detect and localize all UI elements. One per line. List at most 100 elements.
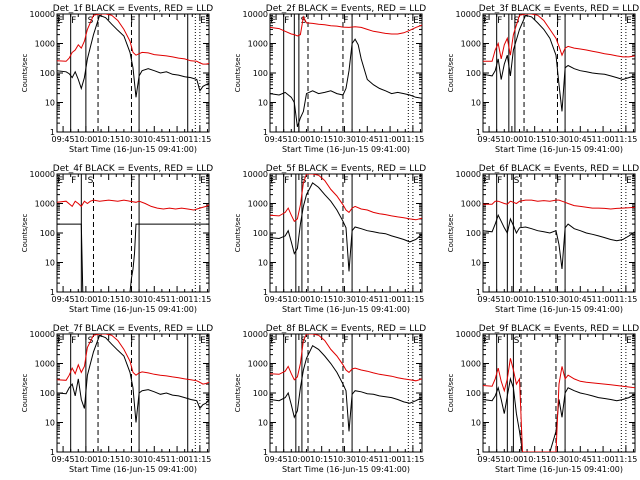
y-tick-label: 10 [258, 99, 268, 108]
region-label: F [284, 176, 289, 186]
x-tick-label: 10:30 [333, 135, 356, 144]
y-tick-label: 10000 [243, 330, 268, 339]
lld-series-line [483, 14, 635, 62]
x-tick-label: 10:30 [546, 295, 569, 304]
y-tick-label: 10 [471, 419, 481, 428]
y-tick-label: 1000 [248, 360, 268, 369]
plot-frame [56, 13, 210, 133]
panel-det-2: Det_2f BLACK = Events, RED = LLD 1 10 100 10… [234, 4, 426, 154]
region-label: E [626, 16, 632, 26]
x-tick-label: 11:15 [614, 135, 637, 144]
region-label: E [57, 176, 63, 186]
y-tick-label: 1 [476, 288, 481, 297]
y-tick-label: 1 [50, 288, 55, 297]
x-tick-label: 11:15 [401, 135, 424, 144]
lld-series-line [270, 15, 422, 37]
x-tick-label: 10:30 [546, 135, 569, 144]
y-tick-label: 10000 [243, 170, 268, 179]
x-axis-label: Start Time (16-Jun-15 09:41:00) [495, 145, 623, 154]
x-tick-label: 10:30 [120, 455, 143, 464]
x-tick-label: 10:15 [97, 295, 120, 304]
events-series-line [270, 38, 422, 127]
x-tick-label: 10:15 [97, 455, 120, 464]
region-label: F [284, 16, 289, 26]
y-tick-label: 10000 [30, 330, 55, 339]
region-label: S [514, 16, 520, 26]
y-tick-label: 1 [50, 448, 55, 457]
x-tick-label: 10:00 [500, 455, 523, 464]
y-axis-label: Counts/sec [21, 54, 29, 93]
x-tick-label: 10:00 [287, 135, 310, 144]
x-tick-label: 10:45 [569, 455, 592, 464]
x-tick-label: 10:15 [97, 135, 120, 144]
events-series-line [270, 344, 422, 432]
panel-title: Det_2f BLACK = Events, RED = LLD [266, 4, 426, 14]
x-axis-label: Start Time (16-Jun-15 09:41:00) [495, 305, 623, 314]
x-tick-label: 10:30 [120, 135, 143, 144]
x-axis-label: Start Time (16-Jun-15 09:41:00) [282, 305, 410, 314]
plot-frame [56, 173, 210, 293]
y-axis-label: Counts/sec [447, 374, 455, 413]
plot-frame [482, 173, 636, 293]
region-label: F [130, 336, 135, 346]
y-tick-label: 1 [263, 448, 268, 457]
x-tick-label: 09:45 [265, 455, 288, 464]
region-label: E [413, 336, 419, 346]
x-tick-label: 10:45 [356, 295, 379, 304]
events-series-line [57, 14, 209, 98]
y-tick-label: 1000 [461, 40, 481, 49]
y-tick-label: 10 [258, 419, 268, 428]
region-label: F [556, 336, 561, 346]
y-tick-label: 100 [253, 389, 268, 398]
region-label: E [483, 176, 489, 186]
region-label: F [556, 16, 561, 26]
region-label: E [200, 16, 206, 26]
y-tick-label: 10 [471, 259, 481, 268]
panel-det-4: Det_4f BLACK = Events, RED = LLD 1 10 100 10… [21, 164, 213, 314]
y-tick-label: 100 [466, 389, 481, 398]
events-series-line [57, 334, 209, 423]
region-label: F [497, 336, 502, 346]
y-tick-label: 100 [466, 69, 481, 78]
x-tick-label: 09:45 [52, 135, 75, 144]
y-tick-label: 10000 [456, 10, 481, 19]
x-tick-label: 11:15 [614, 295, 637, 304]
y-axis-label: Counts/sec [234, 214, 242, 253]
x-tick-label: 11:00 [166, 295, 189, 304]
x-tick-label: 11:15 [614, 455, 637, 464]
x-tick-label: 11:00 [166, 455, 189, 464]
x-axis-label: Start Time (16-Jun-15 09:41:00) [282, 465, 410, 474]
region-label: F [497, 16, 502, 26]
y-axis-label: Counts/sec [21, 374, 29, 413]
x-tick-label: 11:00 [379, 295, 402, 304]
panel-title: Det_6f BLACK = Events, RED = LLD [479, 164, 639, 174]
x-tick-label: 11:15 [188, 135, 211, 144]
y-tick-label: 100 [253, 69, 268, 78]
panel-det-1: Det_1f BLACK = Events, RED = LLD 1 10 100 10… [21, 4, 213, 154]
y-tick-label: 100 [253, 229, 268, 238]
region-label: S [88, 176, 94, 186]
x-tick-label: 10:00 [287, 455, 310, 464]
y-tick-label: 1000 [35, 200, 55, 209]
x-tick-label: 11:00 [592, 455, 615, 464]
x-tick-label: 10:30 [333, 455, 356, 464]
region-label: E [483, 336, 489, 346]
y-axis-label: Counts/sec [234, 374, 242, 413]
y-tick-label: 1 [50, 128, 55, 137]
region-label: E [57, 336, 63, 346]
y-tick-label: 10 [45, 99, 55, 108]
x-tick-label: 09:45 [52, 295, 75, 304]
region-label: E [270, 176, 276, 186]
y-tick-label: 1000 [248, 40, 268, 49]
region-label: F [71, 16, 76, 26]
x-tick-label: 11:00 [166, 135, 189, 144]
x-tick-label: 11:00 [379, 455, 402, 464]
x-tick-label: 10:45 [569, 295, 592, 304]
x-tick-label: 11:00 [379, 135, 402, 144]
x-tick-label: 11:15 [401, 455, 424, 464]
y-tick-label: 1 [263, 288, 268, 297]
x-tick-label: 10:15 [523, 135, 546, 144]
y-tick-label: 10 [258, 259, 268, 268]
region-label: F [130, 176, 135, 186]
y-tick-label: 1000 [461, 360, 481, 369]
